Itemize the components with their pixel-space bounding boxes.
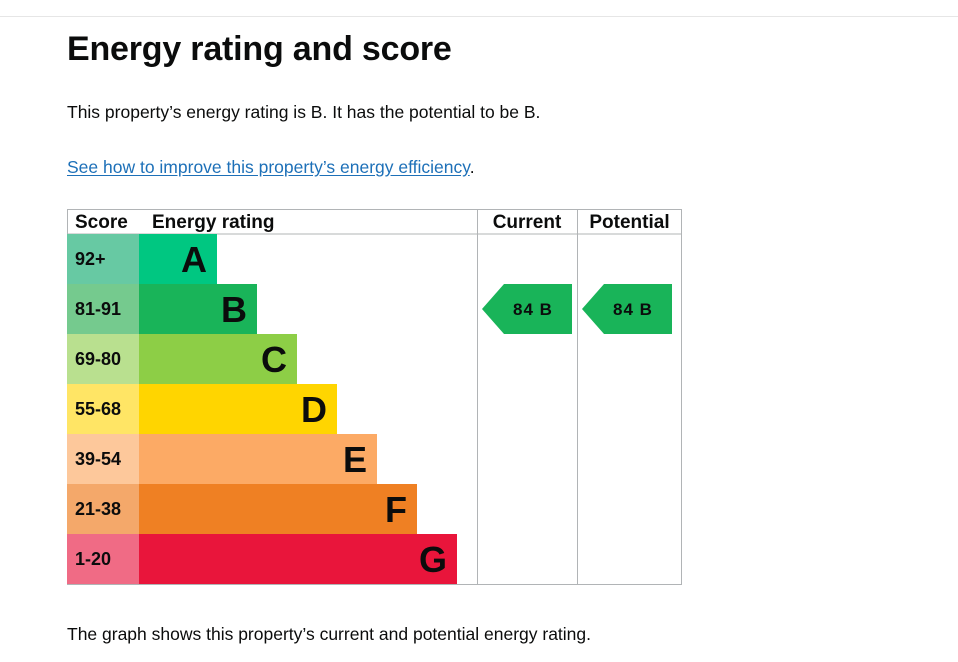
band-score-d: 55-68	[75, 399, 121, 419]
band-bar-a	[139, 234, 217, 284]
band-letter-b: B	[221, 289, 247, 330]
band-score-e: 39-54	[75, 449, 121, 469]
improve-paragraph: See how to improve this property’s energ…	[67, 155, 475, 179]
band-bar-d	[139, 384, 337, 434]
energy-rating-header: Energy rating	[152, 212, 274, 233]
band-score-cell-e	[67, 434, 139, 484]
band-score-cell-c	[67, 334, 139, 384]
band-bar-c	[139, 334, 297, 384]
current-arrow	[482, 284, 572, 334]
band-letter-c: C	[261, 339, 287, 380]
band-letter-d: D	[301, 389, 327, 430]
improve-link-suffix: .	[469, 157, 475, 177]
page-title: Energy rating and score	[67, 30, 452, 68]
current-header: Current	[493, 212, 562, 233]
band-bar-g	[139, 534, 457, 584]
graph-description: The graph shows this property’s current …	[67, 624, 592, 644]
band-letter-f: F	[385, 489, 407, 530]
band-score-cell-a	[67, 234, 139, 284]
band-score-cell-g	[67, 534, 139, 584]
band-letter-a: A	[181, 239, 207, 280]
improve-efficiency-link[interactable]: See how to improve this property’s energ…	[67, 157, 470, 177]
band-bar-e	[139, 434, 377, 484]
band-bar-f	[139, 484, 417, 534]
top-divider	[0, 16, 958, 17]
score-header: Score	[75, 212, 128, 233]
rating-summary: This property’s energy rating is B. It h…	[67, 102, 541, 122]
band-letter-e: E	[343, 439, 367, 480]
band-bar-b	[139, 284, 257, 334]
energy-rating-chart: Score Energy rating Current Potential 92+ A 81…	[67, 209, 682, 585]
band-score-cell-f	[67, 484, 139, 534]
current-rating-label: 84 B	[513, 300, 553, 319]
band-score-g: 1-20	[75, 549, 111, 569]
band-score-f: 21-38	[75, 499, 121, 519]
band-score-b: 81-91	[75, 299, 121, 319]
band-score-c: 69-80	[75, 349, 121, 369]
potential-header: Potential	[589, 212, 669, 233]
band-letter-g: G	[419, 539, 447, 580]
potential-arrow	[582, 284, 672, 334]
band-score-cell-d	[67, 384, 139, 434]
band-score-cell-b	[67, 284, 139, 334]
energy-rating-graph: Score Energy rating Current Potential 92+ A 81…	[67, 209, 682, 585]
potential-rating-label: 84 B	[613, 300, 653, 319]
band-score-a: 92+	[75, 249, 106, 269]
